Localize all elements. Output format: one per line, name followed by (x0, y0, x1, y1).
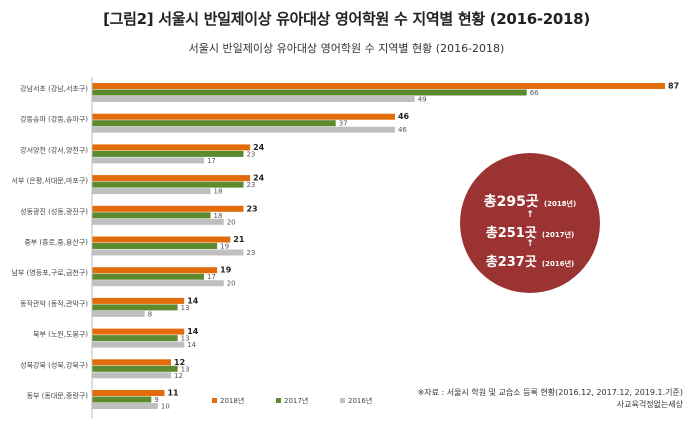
source-note: ※자료 : 서울시 학원 및 교습소 등록 현황(2016.12, 2017.1… (418, 387, 683, 411)
bar-2017년 (92, 150, 244, 157)
source-line: ※자료 : 서울시 학원 및 교습소 등록 현황(2016.12, 2017.1… (417, 388, 683, 397)
bar-2018년 (92, 359, 172, 366)
category-label: 서부 (은평,서대문,마포구) (11, 176, 88, 185)
legend-label: 2018년 (220, 396, 244, 405)
summary-2018-count: 총295곳 (483, 194, 539, 210)
data-label: 12 (174, 358, 185, 367)
bar-2018년 (92, 267, 218, 274)
bar-2018년 (92, 175, 251, 182)
data-label: 14 (187, 341, 196, 349)
bar-2017년 (92, 89, 527, 96)
bar-2018년 (92, 113, 395, 120)
bar-2017년 (92, 243, 218, 249)
data-label: 11 (167, 389, 179, 398)
data-label: 23 (246, 181, 255, 189)
data-label: 14 (187, 327, 199, 336)
bar-2018년 (92, 328, 185, 335)
data-label: 23 (246, 150, 255, 158)
bar-2018년 (92, 297, 185, 304)
data-label: 46 (398, 126, 407, 134)
bar-2017년 (92, 181, 244, 188)
bar-2017년 (92, 365, 178, 372)
data-label: 13 (181, 335, 190, 343)
category-label: 성동광진 (성동,광진구) (20, 207, 88, 216)
bar-2016년 (92, 218, 224, 225)
bar-2017년 (92, 335, 178, 342)
summary-circle: 총295곳 (2018년) ↑ 총251곳 (2017년) ↑ 총237곳 (2… (460, 153, 600, 293)
data-label: 66 (530, 89, 539, 97)
category-label: 강남서초 (강남,서초구) (20, 84, 88, 93)
data-label: 21 (233, 235, 245, 244)
data-label: 17 (207, 157, 216, 165)
data-label: 23 (246, 249, 255, 257)
bar-2017년 (92, 273, 204, 280)
bar-2017년 (92, 120, 336, 127)
category-label: 강동송파 (강동,송파구) (20, 115, 88, 124)
summary-2016-label: (2016년) (541, 260, 575, 268)
data-label: 49 (418, 96, 427, 104)
bar-2016년 (92, 341, 185, 348)
data-label: 13 (181, 304, 190, 312)
bar-2016년 (92, 157, 204, 164)
data-label: 20 (227, 218, 236, 226)
bar-2018년 (92, 83, 665, 89)
summary-2017-count: 총251곳 (485, 226, 537, 241)
category-label: 성북강북 (성북,강북구) (20, 360, 88, 369)
legend-swatch (212, 398, 217, 403)
bar-2017년 (92, 304, 178, 311)
data-label: 14 (187, 296, 199, 305)
bar-2016년 (92, 249, 244, 256)
data-label: 23 (246, 204, 257, 213)
bar-2017년 (92, 212, 211, 219)
data-label: 19 (220, 266, 232, 275)
data-label: 87 (668, 82, 679, 91)
summary-2018-label: (2018년) (543, 200, 577, 208)
source-org: 사교육걱정없는세상 (616, 400, 683, 409)
summary-2016-count: 총237곳 (485, 255, 537, 270)
bar-2016년 (92, 403, 158, 409)
legend-label: 2016년 (348, 396, 372, 405)
data-label: 18 (214, 188, 223, 196)
data-label: 46 (398, 112, 410, 121)
bar-2016년 (92, 126, 395, 133)
chart-title: 서울시 반일제이상 유아대상 영어학원 수 지역별 현황 (2016-2018) (188, 42, 505, 55)
bar-2017년 (92, 396, 152, 403)
bar-2016년 (92, 372, 172, 379)
category-label: 동부 (동대문,중랑구) (27, 392, 89, 400)
bar-2016년 (92, 280, 224, 287)
data-label: 24 (253, 143, 265, 152)
arrow-up-icon: ↑ (526, 210, 534, 220)
arrow-up-icon: ↑ (526, 239, 534, 249)
legend-swatch (340, 398, 345, 403)
bar-2016년 (92, 96, 415, 102)
data-label: 8 (148, 310, 152, 318)
data-label: 9 (154, 396, 158, 404)
category-label: 강서양천 (강서,양천구) (20, 145, 88, 154)
summary-2017-label: (2017년) (541, 231, 575, 239)
bar-2016년 (92, 310, 145, 317)
legend-swatch (276, 398, 281, 403)
data-label: 12 (174, 372, 183, 380)
category-label: 동작관악 (동작,관악구) (20, 299, 88, 308)
data-label: 24 (253, 174, 265, 183)
category-label: 중부 (종로,중,용산구) (24, 238, 88, 247)
bar-2018년 (92, 205, 244, 212)
figure-title: [그림2] 서울시 반일제이상 유아대상 영어학원 수 지역별 현황 (2016… (103, 10, 590, 28)
bar-2018년 (92, 144, 251, 151)
data-label: 10 (161, 403, 170, 411)
data-label: 18 (214, 212, 223, 220)
bar-2018년 (92, 390, 165, 396)
category-label: 남부 (영등포,구로,금천구) (11, 268, 88, 277)
legend-label: 2017년 (284, 396, 308, 405)
bar-2016년 (92, 188, 211, 195)
data-label: 19 (220, 243, 229, 251)
bar-2018년 (92, 236, 231, 243)
data-label: 37 (339, 120, 348, 128)
data-label: 13 (181, 365, 190, 373)
data-label: 20 (227, 280, 236, 288)
data-label: 17 (207, 273, 216, 281)
category-label: 북부 (노원,도봉구) (33, 330, 88, 339)
